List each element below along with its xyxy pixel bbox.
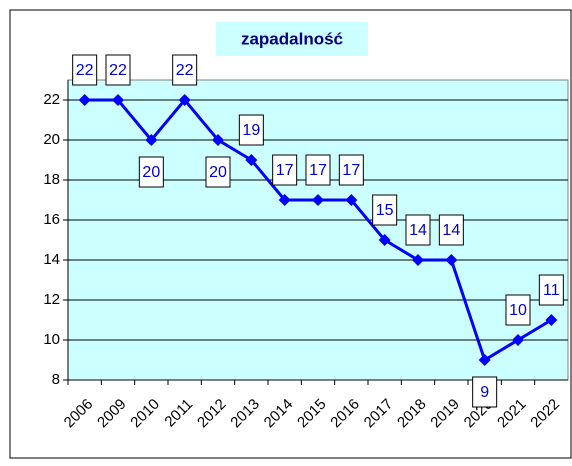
point bbox=[78, 94, 91, 106]
data-label: 17 bbox=[342, 162, 360, 179]
data-label: 17 bbox=[309, 162, 327, 179]
data-label: 20 bbox=[142, 164, 160, 181]
data-label-box bbox=[538, 274, 564, 306]
y-tick-label: 14 bbox=[43, 251, 60, 268]
data-label-box bbox=[105, 54, 131, 86]
data-label: 22 bbox=[176, 62, 194, 79]
data-label-box bbox=[238, 114, 264, 146]
data-label-box bbox=[272, 154, 298, 186]
data-label-box bbox=[172, 54, 198, 86]
y-tick-label: 8 bbox=[52, 371, 60, 388]
point bbox=[245, 154, 258, 166]
data-label-box bbox=[372, 194, 398, 226]
y-tick-label: 12 bbox=[43, 291, 60, 308]
point bbox=[545, 314, 558, 326]
point bbox=[478, 354, 491, 366]
y-tick-label: 20 bbox=[43, 131, 60, 148]
data-label: 15 bbox=[376, 202, 394, 219]
data-label: 22 bbox=[109, 62, 127, 79]
point bbox=[345, 194, 358, 206]
point bbox=[445, 254, 458, 266]
data-label: 22 bbox=[76, 62, 94, 79]
point bbox=[312, 194, 324, 206]
y-tick-label: 22 bbox=[43, 91, 60, 108]
point bbox=[378, 234, 391, 246]
data-label: 19 bbox=[242, 122, 260, 139]
data-label-box bbox=[205, 156, 231, 188]
point bbox=[178, 94, 191, 106]
point bbox=[278, 194, 291, 206]
y-tick-label: 16 bbox=[43, 211, 60, 228]
data-label-box bbox=[505, 294, 531, 326]
title-box bbox=[216, 22, 368, 56]
point bbox=[112, 94, 124, 106]
data-label-box bbox=[305, 154, 331, 186]
data-label: 11 bbox=[543, 282, 560, 299]
data-label-box bbox=[438, 214, 464, 246]
data-label-box bbox=[138, 156, 164, 188]
y-tick-label: 10 bbox=[43, 331, 60, 348]
data-label: 14 bbox=[442, 222, 460, 239]
point bbox=[145, 134, 158, 146]
plot-area bbox=[67, 79, 569, 381]
data-label-box bbox=[472, 376, 498, 408]
chart-title: zapadalność bbox=[241, 29, 343, 48]
point bbox=[512, 334, 524, 346]
data-label: 17 bbox=[276, 162, 294, 179]
data-label-box bbox=[72, 54, 98, 86]
y-tick-label: 18 bbox=[43, 171, 60, 188]
data-label: 20 bbox=[209, 164, 227, 181]
point bbox=[412, 254, 424, 266]
data-label-box bbox=[338, 154, 364, 186]
data-label: 14 bbox=[409, 222, 427, 239]
point bbox=[212, 134, 224, 146]
data-label: 9 bbox=[480, 384, 489, 401]
data-label: 10 bbox=[509, 302, 527, 319]
data-label-box bbox=[405, 214, 431, 246]
